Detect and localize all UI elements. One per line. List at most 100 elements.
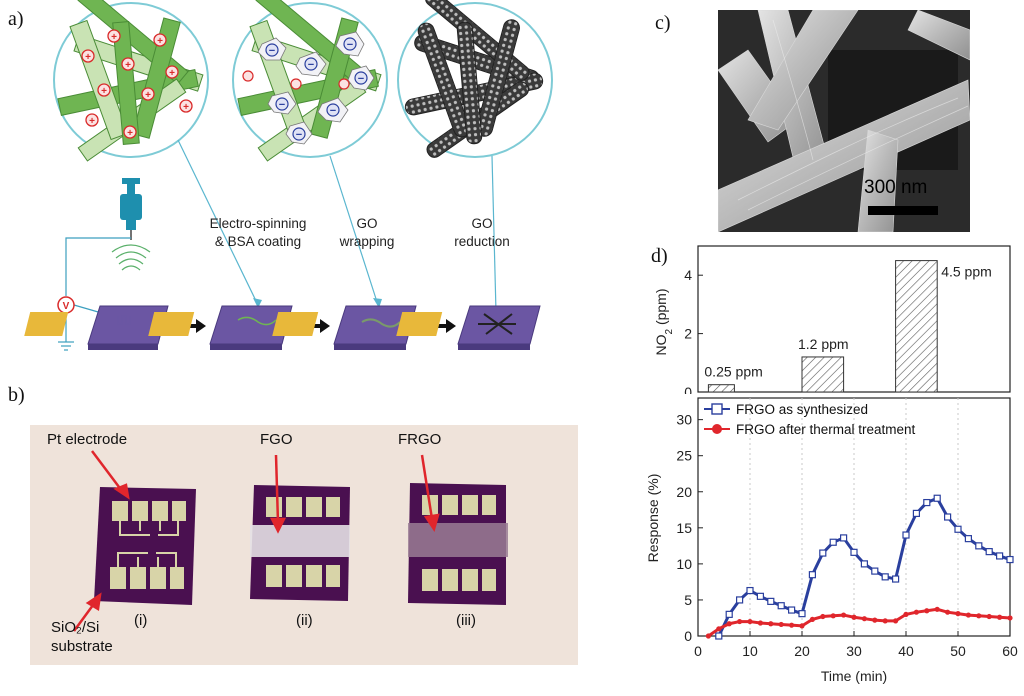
data-point	[829, 538, 837, 546]
scale-bar	[868, 206, 938, 215]
svg-text:−: −	[308, 59, 314, 71]
line-y-axis-label: Response (%)	[645, 474, 661, 563]
svg-text:+: +	[157, 36, 163, 47]
device-chip-1	[94, 487, 196, 605]
chip-go-wrapped	[272, 305, 417, 350]
callout-frgo: FRGO	[398, 431, 442, 448]
data-point	[882, 618, 888, 624]
data-point	[986, 613, 992, 620]
data-point	[912, 509, 920, 517]
data-point	[872, 617, 878, 623]
data-point	[819, 549, 827, 557]
data-point	[934, 606, 940, 612]
no2-bar-label: 0.25 ppm	[704, 364, 762, 380]
line-y-tick-label: 5	[684, 592, 692, 608]
data-point	[798, 610, 806, 618]
svg-text:−: −	[330, 105, 336, 117]
no2-bar-label: 4.5 ppm	[941, 264, 992, 280]
data-point	[997, 614, 1003, 620]
line-x-tick-label: 0	[694, 643, 702, 659]
sample-label-2: (ii)	[296, 612, 313, 629]
svg-text:+: +	[111, 32, 117, 43]
data-point	[841, 612, 847, 618]
step2-line2: wrapping	[339, 234, 395, 249]
fiber-bsa-circle: + + + + + + + + + +	[53, 0, 209, 162]
no2-bar	[707, 384, 735, 393]
line-y-tick-label: 30	[676, 412, 692, 428]
svg-text:+: +	[85, 52, 91, 63]
data-point	[788, 606, 796, 614]
svg-text:+: +	[169, 68, 175, 79]
data-point	[871, 567, 879, 575]
panel-c-label: c)	[655, 12, 671, 34]
device-chip-2	[250, 485, 350, 601]
data-point	[809, 616, 815, 623]
svg-text:−: −	[358, 73, 364, 85]
data-point	[777, 602, 785, 610]
data-point	[996, 552, 1004, 560]
data-point	[861, 616, 867, 622]
panel-c-sem-image	[718, 10, 970, 232]
device-chip-3	[408, 483, 508, 605]
data-point	[840, 534, 848, 542]
data-point	[778, 621, 784, 628]
arrow-icon	[178, 319, 206, 333]
ground-icon	[58, 341, 74, 351]
line-y-tick-label: 0	[684, 628, 692, 644]
legend-label: FRGO as synthesized	[736, 402, 868, 417]
callout-substrate-line1: SiO₂/Si	[51, 619, 100, 636]
data-point	[944, 513, 952, 521]
data-point	[893, 618, 899, 624]
data-point	[976, 613, 982, 619]
legend-marker	[711, 403, 723, 415]
svg-text:−: −	[347, 39, 353, 51]
no2-bar	[895, 260, 938, 393]
step3-line1: GO	[471, 216, 492, 231]
data-point	[933, 494, 941, 502]
callout-substrate-line2: substrate	[51, 638, 113, 655]
panel-d-label: d)	[651, 245, 668, 267]
scale-bar-label: 300 nm	[864, 177, 928, 198]
step1-line1: Electro-spinning	[210, 216, 307, 231]
data-point	[820, 613, 826, 620]
data-point	[923, 498, 931, 507]
callout-pt-electrode: Pt electrode	[47, 431, 128, 448]
bar-y-tick-label: 4	[684, 267, 692, 283]
chip-reduced	[396, 305, 541, 350]
voltage-symbol: V	[63, 301, 70, 312]
data-point	[705, 633, 711, 639]
line-y-tick-label: 10	[676, 556, 692, 572]
data-point	[768, 621, 774, 627]
svg-text:+: +	[125, 60, 131, 71]
data-point	[747, 618, 753, 625]
data-point	[746, 586, 754, 595]
data-point	[924, 608, 930, 614]
data-point	[881, 573, 889, 581]
data-point	[955, 611, 961, 617]
bar-y-axis-label: NO2 (ppm)	[653, 288, 675, 355]
line-y-tick-label: 20	[676, 484, 692, 500]
svg-text:+: +	[145, 90, 151, 101]
line-x-axis-label: Time (min)	[821, 668, 887, 684]
data-point	[964, 535, 972, 543]
data-point	[902, 531, 910, 539]
line-x-tick-label: 50	[950, 643, 966, 659]
data-point	[725, 610, 733, 618]
panel-a-label: a)	[8, 8, 24, 30]
data-point	[913, 609, 919, 615]
data-point	[975, 542, 983, 550]
sample-label-1: (i)	[134, 612, 148, 629]
voltage-source-icon: V	[57, 296, 75, 314]
svg-text:+: +	[89, 116, 95, 127]
svg-text:−: −	[296, 129, 302, 141]
chip-bare	[24, 305, 169, 350]
line-x-tick-label: 30	[846, 643, 862, 659]
go-wrapping-circle: − − − − − − −	[232, 0, 388, 162]
data-point	[892, 575, 900, 583]
line-x-tick-label: 10	[742, 643, 758, 659]
data-point	[799, 623, 805, 629]
panel-b-label: b)	[8, 384, 25, 406]
no2-bar-label: 1.2 ppm	[798, 336, 849, 352]
data-point	[985, 548, 993, 556]
data-point	[716, 626, 722, 632]
